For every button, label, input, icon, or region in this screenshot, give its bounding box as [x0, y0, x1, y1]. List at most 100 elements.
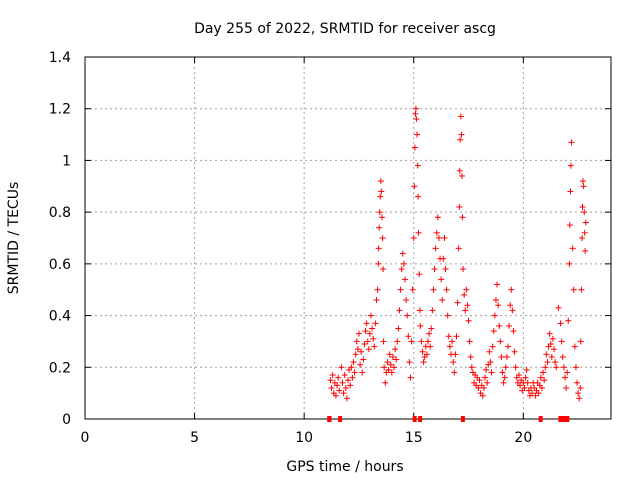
data-point	[507, 302, 514, 309]
data-point	[579, 235, 586, 241]
data-point	[566, 260, 573, 267]
data-point	[363, 320, 370, 327]
data-point	[521, 384, 528, 391]
data-point	[386, 351, 393, 358]
data-point	[572, 364, 579, 371]
data-point	[345, 377, 351, 384]
data-point	[569, 245, 576, 252]
data-point	[456, 167, 463, 174]
data-point	[563, 384, 570, 391]
data-point	[465, 317, 472, 324]
data-point	[348, 364, 355, 371]
data-point	[411, 144, 418, 151]
data-point	[349, 374, 356, 381]
data-point	[483, 366, 490, 373]
data-point	[429, 307, 436, 314]
data-point	[484, 379, 491, 386]
data-point	[368, 312, 375, 319]
data-point	[443, 286, 450, 293]
y-axis-label: SRMTID / TECUs	[6, 182, 22, 295]
data-point	[574, 379, 581, 386]
data-point	[440, 255, 447, 262]
data-point	[535, 390, 542, 397]
data-point	[397, 286, 404, 293]
data-point	[497, 338, 504, 345]
data-point	[512, 364, 519, 371]
data-point	[508, 286, 515, 293]
data-point	[499, 369, 506, 376]
data-point	[432, 245, 439, 252]
data-point	[353, 338, 360, 345]
data-point	[423, 351, 430, 358]
y-tick-label: 1.2	[49, 102, 71, 118]
data-point	[544, 359, 551, 366]
data-point	[542, 364, 549, 371]
data-point	[355, 330, 362, 337]
chart-title: Day 255 of 2022, SRMTID for receiver asc…	[194, 21, 496, 37]
data-point	[391, 364, 398, 371]
data-point	[403, 297, 410, 304]
data-point	[343, 395, 350, 402]
data-point	[434, 214, 441, 221]
data-point	[540, 369, 547, 376]
data-point	[578, 286, 585, 293]
data-point	[459, 214, 466, 221]
y-tick-label: 0.2	[49, 360, 71, 376]
data-point	[384, 359, 391, 366]
data-point	[458, 172, 465, 179]
data-point	[426, 330, 433, 337]
data-point	[360, 356, 367, 363]
data-point	[547, 341, 554, 348]
data-point	[567, 188, 574, 195]
data-point	[495, 302, 502, 309]
data-point	[417, 322, 424, 329]
gap-marker	[558, 416, 570, 422]
data-point	[328, 384, 335, 391]
data-point	[414, 162, 421, 169]
data-point	[332, 392, 339, 399]
data-point	[401, 276, 408, 283]
data-point	[336, 387, 343, 394]
data-point	[415, 193, 422, 200]
data-point	[414, 131, 421, 138]
data-point	[428, 325, 435, 332]
data-point	[579, 178, 586, 185]
data-point	[382, 379, 389, 386]
data-point	[359, 369, 366, 376]
data-point	[581, 209, 588, 216]
data-point	[517, 382, 524, 389]
data-point	[357, 361, 364, 368]
gap-marker	[460, 416, 465, 422]
data-point	[481, 374, 488, 381]
y-tick-label: 1.4	[49, 50, 71, 66]
data-point	[529, 390, 536, 397]
data-point	[577, 338, 584, 345]
data-point	[381, 364, 388, 371]
x-tick-label: 5	[190, 430, 199, 446]
data-point	[537, 374, 544, 381]
data-point	[375, 245, 382, 252]
data-point	[412, 110, 419, 117]
data-point	[552, 359, 559, 366]
data-point	[541, 377, 548, 384]
data-point	[341, 372, 348, 379]
data-point	[407, 374, 414, 381]
data-point	[546, 330, 553, 337]
data-point	[396, 307, 403, 314]
data-point	[524, 379, 531, 386]
data-point	[461, 291, 468, 298]
data-point	[435, 235, 442, 241]
data-point	[565, 317, 572, 324]
data-point	[372, 320, 379, 327]
data-point	[579, 203, 586, 210]
data-point	[532, 392, 539, 399]
data-point	[577, 384, 584, 391]
data-point	[439, 297, 446, 304]
data-point	[571, 343, 578, 350]
data-point	[441, 235, 448, 241]
data-point	[380, 338, 387, 345]
data-point	[398, 266, 405, 273]
data-point	[463, 286, 470, 293]
data-point	[489, 343, 496, 350]
data-point	[352, 351, 359, 358]
